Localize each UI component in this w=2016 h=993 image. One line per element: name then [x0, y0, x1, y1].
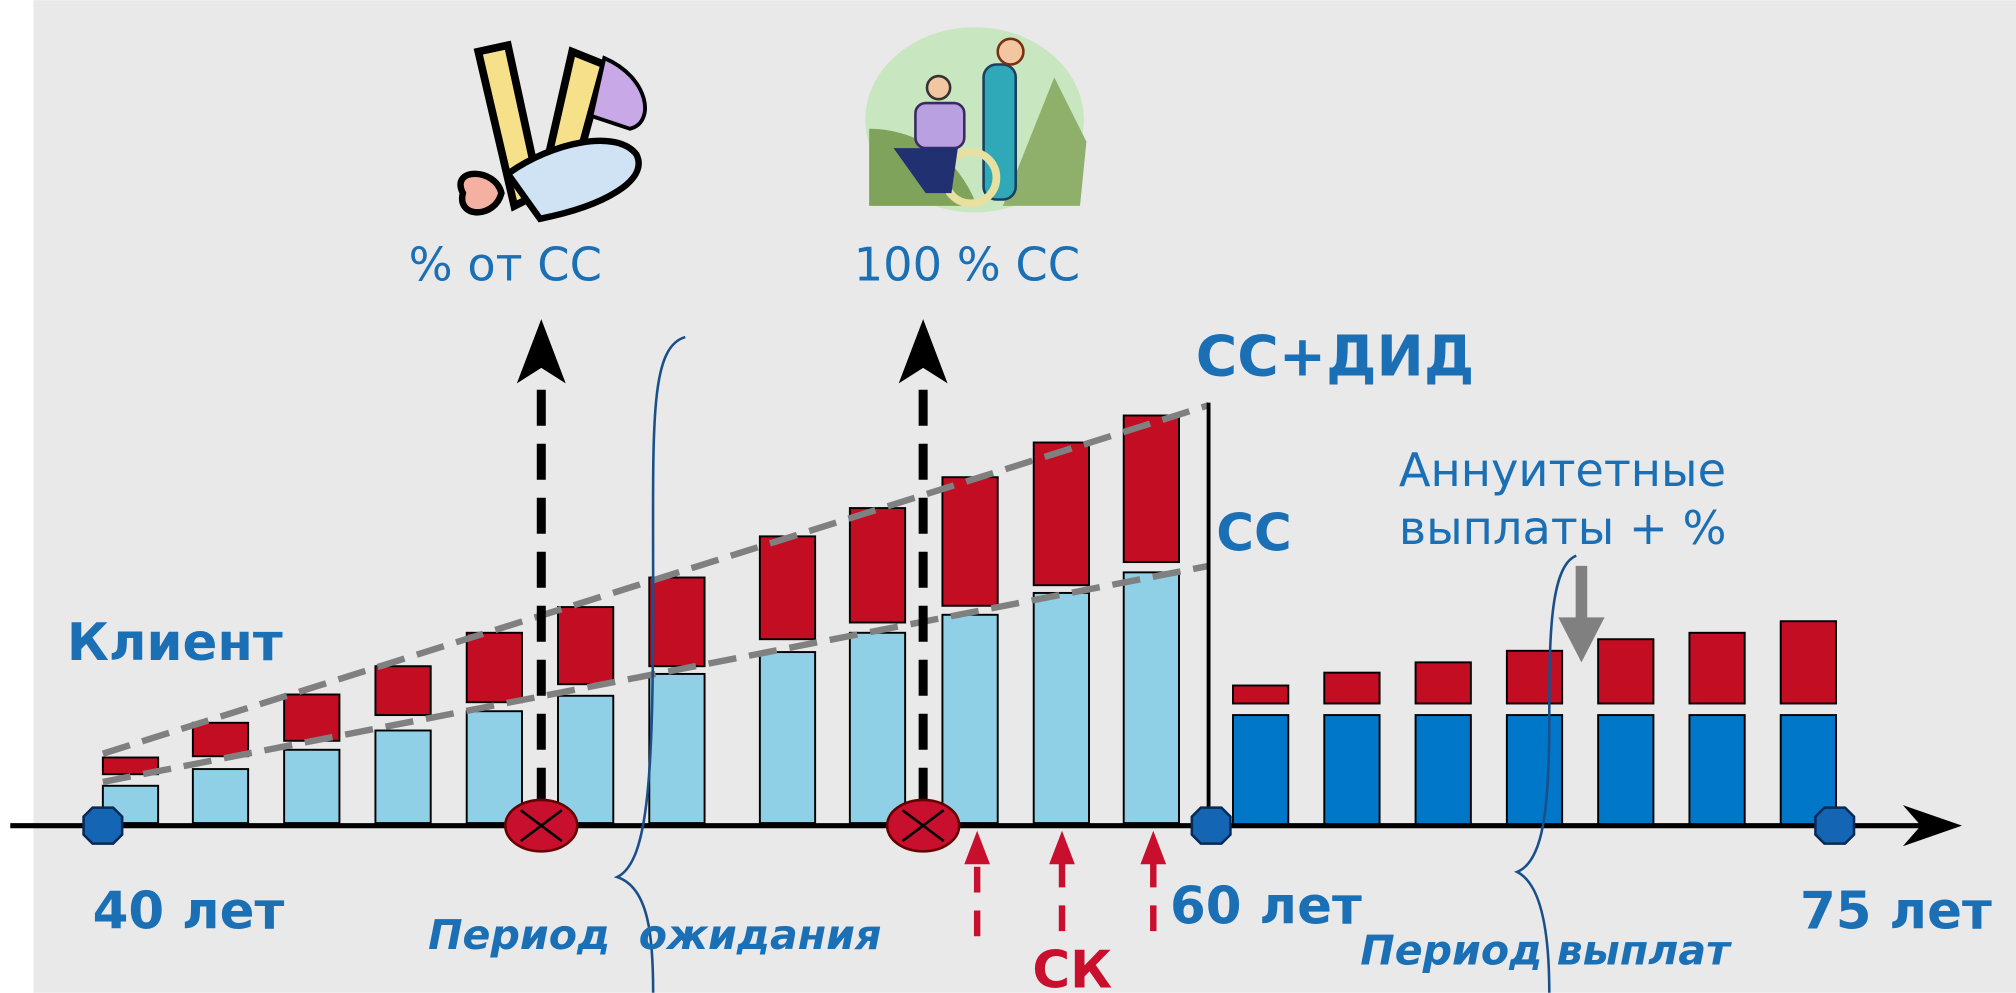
payout-bar [1598, 715, 1653, 826]
income-bar [558, 607, 613, 684]
savings-bar [193, 769, 248, 823]
income-bar [375, 666, 430, 715]
insurer-label: СК [1032, 941, 1112, 993]
interest-bar [1416, 662, 1471, 703]
payout-bar [1689, 715, 1744, 826]
annuity-line2: выплаты + % [1399, 501, 1727, 555]
income-bar [1034, 443, 1089, 586]
income-bar [467, 633, 522, 702]
savings-bar [942, 615, 997, 823]
age-end: 75 лет [1800, 882, 1992, 942]
savings-bar [375, 731, 430, 824]
payout-bar [1233, 715, 1288, 826]
interest-bar [1781, 621, 1836, 703]
income-bar [284, 695, 339, 741]
waiting-period: Период ожидания [428, 911, 881, 959]
payout-bar [1416, 715, 1471, 826]
page: {"icons": {"injury_label": "% от СС", "d… [0, 0, 2016, 993]
income-bar [1124, 416, 1179, 563]
payout-period: Период выплат [1360, 927, 1732, 975]
age-retire: 60 лет [1170, 876, 1362, 936]
interest-bar [1598, 639, 1653, 703]
savings-bar [1034, 593, 1089, 823]
payout-bar [1324, 715, 1379, 826]
disability-label: 100 % СС [854, 238, 1080, 292]
client-label: Клиент [67, 613, 283, 673]
annuity-line1: Аннуитетные [1399, 443, 1726, 497]
payout-bar [1507, 715, 1562, 826]
curve-lower-label: СС [1216, 504, 1291, 564]
injury-label: % от СС [409, 238, 602, 292]
interest-bar [1324, 673, 1379, 704]
savings-bar [284, 750, 339, 823]
income-bar [850, 508, 905, 622]
income-bar [649, 578, 704, 667]
diagram: % от СС 100 % СС СС+ДИД СС Аннуитетные в… [0, 0, 2016, 993]
interest-bar [1233, 686, 1288, 704]
savings-bar [850, 633, 905, 823]
income-bar [193, 723, 248, 756]
curve-upper-label: СС+ДИД [1196, 324, 1475, 390]
age-start: 40 лет [93, 882, 285, 942]
interest-bar [1507, 651, 1562, 704]
income-bar [942, 477, 997, 606]
savings-bar [1124, 572, 1179, 823]
savings-bar [558, 696, 613, 823]
interest-bar [1689, 633, 1744, 704]
savings-bar [760, 652, 815, 823]
income-bar [760, 536, 815, 639]
savings-bar [467, 711, 522, 823]
savings-bar [649, 674, 704, 823]
